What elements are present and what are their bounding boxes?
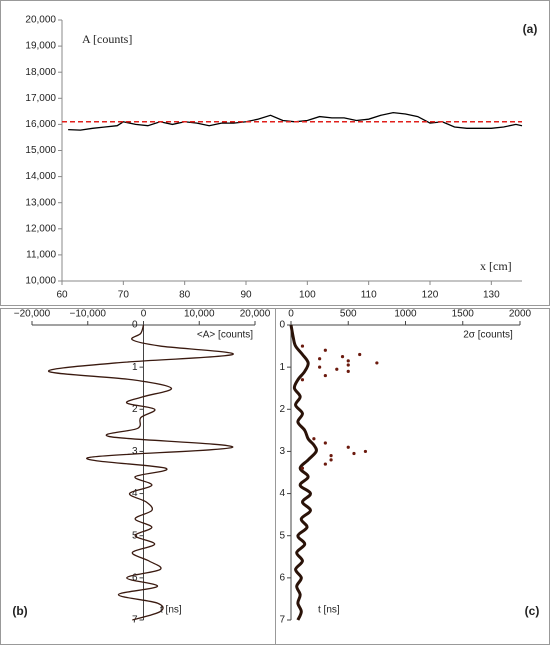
x-tick-label: 10,000 bbox=[184, 309, 215, 320]
y-tick-label: 1 bbox=[279, 362, 285, 373]
data-dot bbox=[375, 361, 379, 365]
data-dot bbox=[340, 355, 345, 359]
y-tick-label: 7 bbox=[279, 615, 285, 626]
x-tick-label: 0 bbox=[288, 309, 294, 320]
y-tick-label: 14,000 bbox=[25, 171, 56, 182]
x-tick-label: −20,000 bbox=[14, 309, 51, 320]
y-tick-label: 1 bbox=[132, 362, 138, 373]
y-tick-label: 3 bbox=[279, 446, 285, 457]
x-tick-label: 0 bbox=[141, 309, 147, 320]
data-dot bbox=[346, 363, 350, 367]
x-tick-label: 100 bbox=[299, 290, 316, 301]
x-tick-label: 2000 bbox=[509, 309, 532, 320]
panel-label: (b) bbox=[12, 604, 27, 618]
y-tick-label: 10,000 bbox=[25, 276, 56, 287]
data-dot bbox=[300, 344, 305, 348]
x-axis-label: <A> [counts] bbox=[197, 330, 253, 341]
data-dot bbox=[346, 445, 350, 449]
data-dot bbox=[300, 378, 305, 382]
x-tick-label: 90 bbox=[240, 290, 252, 301]
x-axis-label: 2σ [counts] bbox=[463, 330, 513, 341]
y-axis-label: t [ns] bbox=[318, 605, 340, 616]
x-tick-label: −10,000 bbox=[70, 309, 107, 320]
y-tick-label: 7 bbox=[132, 615, 138, 626]
panel-frame bbox=[275, 308, 550, 645]
y-tick-label: 2 bbox=[132, 404, 138, 415]
data-dot bbox=[358, 352, 362, 357]
data-dot bbox=[352, 451, 356, 456]
panel-label: (a) bbox=[523, 22, 538, 36]
x-tick-label: 80 bbox=[179, 290, 191, 301]
data-dot bbox=[312, 437, 316, 441]
panel-label: (c) bbox=[525, 604, 540, 618]
y-tick-label: 13,000 bbox=[25, 197, 56, 208]
x-tick-label: 1000 bbox=[394, 309, 417, 320]
x-tick-label: 110 bbox=[361, 290, 377, 301]
y-tick-label: 19,000 bbox=[25, 41, 56, 52]
y-tick-label: 15,000 bbox=[25, 145, 56, 156]
data-dot bbox=[329, 454, 333, 458]
data-line bbox=[48, 324, 234, 621]
x-tick-label: 120 bbox=[422, 290, 439, 301]
data-dot bbox=[323, 373, 327, 378]
x-tick-label: 70 bbox=[118, 290, 130, 301]
x-tick-label: 130 bbox=[483, 290, 500, 301]
data-dot bbox=[335, 367, 339, 371]
data-dot bbox=[318, 365, 322, 369]
data-dot bbox=[318, 357, 322, 361]
y-tick-label: 6 bbox=[132, 572, 138, 583]
panel-frame bbox=[0, 0, 550, 306]
y-tick-label: 4 bbox=[279, 488, 285, 499]
y-tick-label: 11,000 bbox=[26, 250, 56, 261]
y-tick-label: 6 bbox=[279, 572, 285, 583]
y-tick-label: 0 bbox=[132, 320, 138, 331]
data-dot bbox=[323, 462, 327, 466]
data-dot bbox=[329, 458, 333, 462]
y-tick-label: 16,000 bbox=[25, 119, 56, 130]
x-axis-label: x [cm] bbox=[480, 259, 512, 273]
data-dot bbox=[300, 466, 305, 470]
y-tick-label: 5 bbox=[279, 530, 285, 541]
data-dot bbox=[346, 359, 350, 363]
y-tick-label: 0 bbox=[279, 320, 285, 331]
y-axis-label: t [ns] bbox=[160, 605, 182, 616]
y-tick-label: 4 bbox=[132, 488, 138, 499]
y-tick-label: 12,000 bbox=[25, 223, 56, 234]
x-tick-label: 60 bbox=[56, 290, 68, 301]
x-tick-label: 500 bbox=[340, 309, 357, 320]
data-dot bbox=[323, 348, 327, 352]
y-tick-label: 17,000 bbox=[25, 93, 56, 104]
data-dot bbox=[363, 449, 368, 454]
panel-frame bbox=[0, 308, 276, 645]
y-tick-label: 18,000 bbox=[25, 67, 56, 78]
data-line bbox=[289, 324, 318, 621]
data-dot bbox=[323, 441, 327, 445]
y-tick-label: 2 bbox=[279, 404, 285, 415]
x-tick-label: 1500 bbox=[452, 309, 475, 320]
y-axis-label: A [counts] bbox=[82, 32, 132, 46]
y-tick-label: 20,000 bbox=[25, 15, 56, 26]
x-tick-label: 20,000 bbox=[240, 309, 271, 320]
y-tick-label: 3 bbox=[132, 446, 138, 457]
data-dot bbox=[346, 369, 350, 373]
